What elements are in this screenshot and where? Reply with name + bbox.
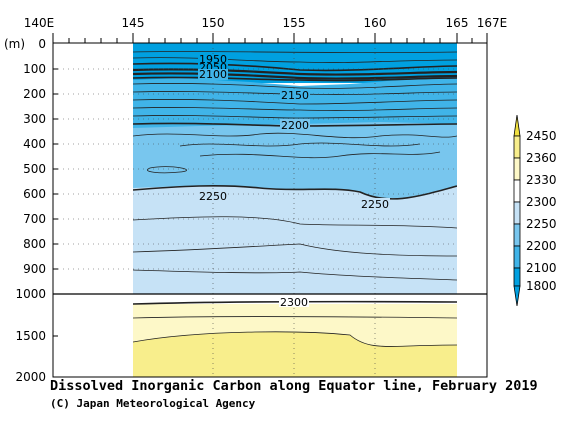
y-tick-label: 100 xyxy=(23,62,46,76)
contour-label-bg xyxy=(198,69,228,80)
colorbar-labels: 2450 2360 2330 2300 2250 2200 2100 1800 xyxy=(526,129,557,293)
x-tick-label: 150 xyxy=(202,16,225,30)
y-tick-label: 900 xyxy=(23,262,46,276)
contour-label-bg xyxy=(198,63,228,72)
y-tick-label: 500 xyxy=(23,162,46,176)
x-tick-label: 167E xyxy=(477,16,508,30)
colorbar-label: 2360 xyxy=(526,151,557,165)
contour-line xyxy=(133,99,457,105)
colorbar-label: 2330 xyxy=(526,173,557,187)
contour-line xyxy=(133,76,457,82)
y-tick-label: 1500 xyxy=(15,329,46,343)
contour-label: 2150 xyxy=(281,89,309,102)
contour-label-bg xyxy=(279,296,309,307)
colorbar-segment xyxy=(513,114,521,137)
contour-line xyxy=(133,216,457,229)
contour-label: 2250 xyxy=(199,190,227,203)
chart-title: Dissolved Inorganic Carbon along Equator… xyxy=(50,378,538,394)
contour-label: 2200 xyxy=(281,119,309,132)
x-axis-labels: 140E 145 150 155 160 165 167E xyxy=(24,16,508,30)
y-axis-unit: (m) xyxy=(4,37,25,51)
x-axis-top xyxy=(52,33,488,43)
colorbar-label: 2200 xyxy=(526,239,557,253)
y-tick-label: 600 xyxy=(23,187,46,201)
plot-frame xyxy=(52,42,488,378)
x-tick-label: 165 xyxy=(446,16,469,30)
band-2360 xyxy=(133,331,457,377)
chart-credit: (C) Japan Meteorological Agency xyxy=(50,397,256,410)
y-tick-label: 200 xyxy=(23,87,46,101)
contour-line xyxy=(133,132,457,139)
y-tick-label: 2000 xyxy=(15,370,46,384)
colorbar-segment xyxy=(513,267,521,287)
contour-line xyxy=(133,269,457,281)
contour-label: 1950 xyxy=(199,53,227,66)
contour-label-bg xyxy=(280,89,310,100)
contour-label-bg xyxy=(198,190,228,201)
colorbar-segment xyxy=(513,135,521,159)
contour-line xyxy=(133,300,457,305)
colorbar-segment xyxy=(513,179,521,203)
contour-label: 2250 xyxy=(361,198,389,211)
colorbar xyxy=(513,114,521,307)
band-2250 xyxy=(133,185,457,294)
contour-line xyxy=(133,62,457,72)
contour-labels: 1950 2050 2100 2150 2200 2250 2250 2300 xyxy=(198,53,390,309)
y-tick-label: 300 xyxy=(23,112,46,126)
contour-line xyxy=(133,185,457,200)
colorbar-segment xyxy=(513,223,521,247)
contour-line xyxy=(199,151,441,159)
y-tick-label: 800 xyxy=(23,237,46,251)
contour-label-bg xyxy=(360,198,390,209)
colorbar-label: 2300 xyxy=(526,195,557,209)
colorbar-segment xyxy=(513,157,521,181)
contour-line xyxy=(133,243,457,257)
colorbar-label: 2250 xyxy=(526,217,557,231)
y-axis-labels: (m) 0 100 200 300 400 500 600 700 800 90… xyxy=(4,37,46,384)
colorbar-segment xyxy=(513,201,521,225)
contour-line xyxy=(133,115,457,119)
x-tick-label: 155 xyxy=(283,16,306,30)
colorbar-segment xyxy=(513,285,521,307)
contour-label: 2100 xyxy=(199,68,227,81)
y-tick-label: 400 xyxy=(23,137,46,151)
contour-line xyxy=(133,83,457,89)
contour-line xyxy=(133,331,457,347)
x-tick-label: 140E xyxy=(24,16,55,30)
contour-label-bg xyxy=(198,54,228,65)
contour-line xyxy=(133,68,457,76)
y-tick-label: 0 xyxy=(38,37,46,51)
x-tick-label: 160 xyxy=(364,16,387,30)
colorbar-label: 2100 xyxy=(526,261,557,275)
contour-label: 2300 xyxy=(280,296,308,309)
y-tick-label: 700 xyxy=(23,212,46,226)
contour-line xyxy=(133,57,457,63)
x-tick-label: 145 xyxy=(122,16,145,30)
contour-label-bg xyxy=(280,119,310,130)
colorbar-segment xyxy=(513,245,521,269)
colorbar-label: 2450 xyxy=(526,129,557,143)
contour-line xyxy=(133,51,457,53)
y-axis xyxy=(53,68,58,337)
colorbar-label: 1800 xyxy=(526,279,557,293)
contour-line xyxy=(133,72,457,80)
contour-line xyxy=(179,142,421,147)
contour-line xyxy=(133,107,457,111)
contour-line xyxy=(133,316,457,319)
y-tick-label: 1000 xyxy=(15,287,46,301)
contour-line xyxy=(147,166,187,174)
